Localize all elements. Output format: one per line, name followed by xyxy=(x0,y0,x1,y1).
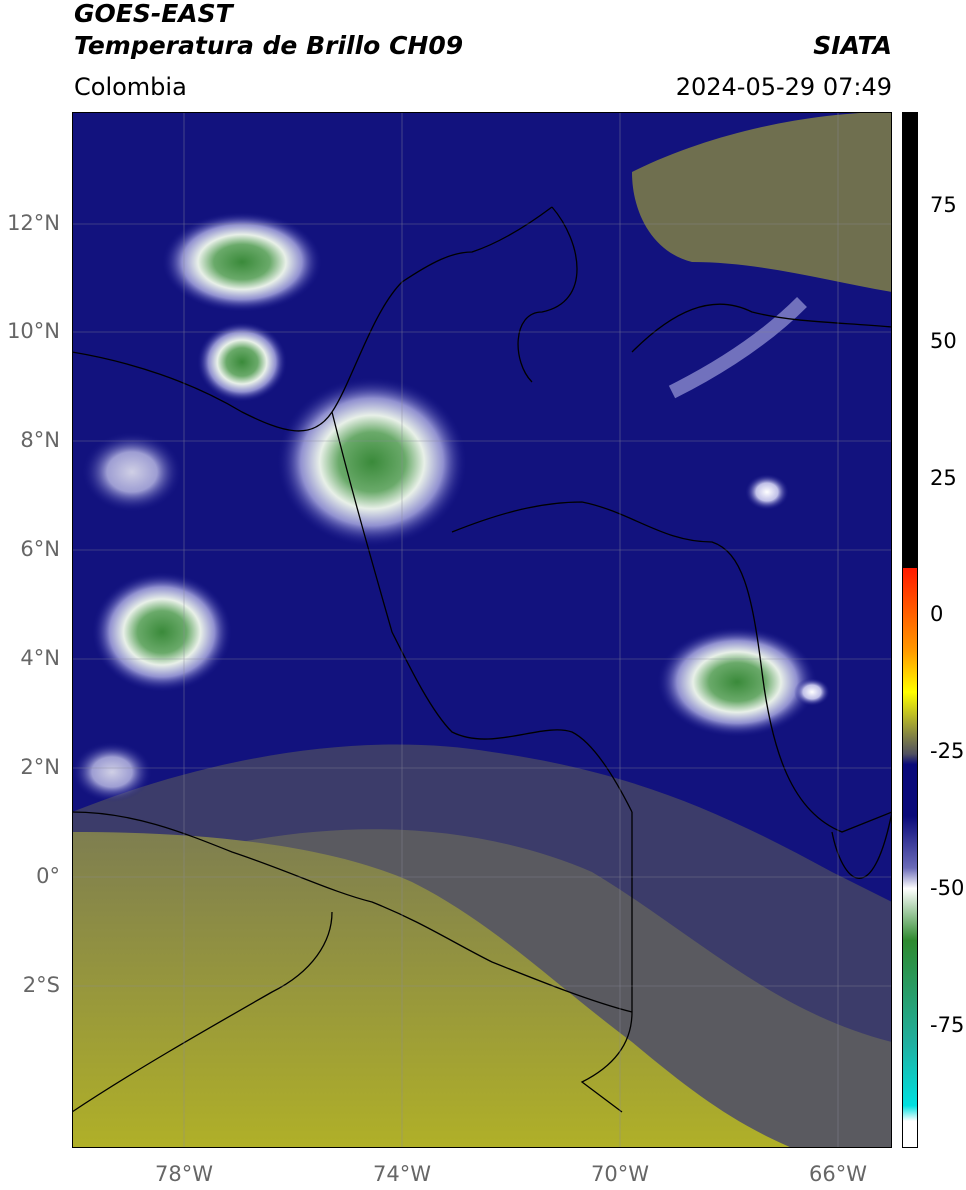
organization-label: SIATA xyxy=(813,31,892,60)
gridlines xyxy=(72,112,892,1148)
cloud-cluster-1 xyxy=(162,212,322,312)
map-frame xyxy=(72,112,892,1148)
cloud-band xyxy=(668,297,807,399)
lat-label-2s: 2°S xyxy=(22,973,60,997)
lon-label-74w: 74°W xyxy=(373,1162,431,1186)
timestamp-label: 2024-05-29 07:49 xyxy=(675,73,892,101)
lat-label-6n: 6°N xyxy=(20,537,60,561)
lat-label-2n: 2°N xyxy=(20,755,60,779)
colorbar-tick-75: 75 xyxy=(930,193,957,217)
olive-region-south xyxy=(72,832,792,1148)
political-borders xyxy=(72,206,892,1113)
cloud-small-2 xyxy=(82,432,182,512)
region-label: Colombia xyxy=(74,73,187,101)
lon-label-78w: 78°W xyxy=(155,1162,213,1186)
colorbar-tick-minus75: -75 xyxy=(930,1013,965,1037)
olive-region-northeast xyxy=(632,112,892,292)
lat-label-4n: 4°N xyxy=(20,646,60,670)
colorbar-tick-50: 50 xyxy=(930,329,957,353)
title-line-2: Temperatura de Brillo CH09 xyxy=(74,31,464,60)
satellite-map xyxy=(72,112,892,1148)
lon-label-66w: 66°W xyxy=(809,1162,867,1186)
cloud-cluster-2 xyxy=(197,322,287,402)
cloud-small-1 xyxy=(745,474,789,510)
cloud-small-3 xyxy=(72,742,152,802)
colorbar-tick-minus25: -25 xyxy=(930,739,965,763)
lat-label-0: 0° xyxy=(36,864,60,888)
lat-label-10n: 10°N xyxy=(7,319,60,343)
colorbar xyxy=(902,112,918,1148)
lat-label-8n: 8°N xyxy=(20,428,60,452)
cloud-small-4 xyxy=(794,678,830,706)
cloud-cluster-3 xyxy=(277,377,467,547)
colorbar-tick-0: 0 xyxy=(930,602,944,626)
colorbar-tick-minus50: -50 xyxy=(930,876,965,900)
title-line-1: GOES-EAST xyxy=(74,0,233,28)
lat-label-12n: 12°N xyxy=(7,211,60,235)
colorbar-tick-25: 25 xyxy=(930,466,957,490)
cloud-cluster-5 xyxy=(657,627,817,737)
lon-label-70w: 70°W xyxy=(591,1162,649,1186)
cloud-cluster-4 xyxy=(92,572,232,692)
